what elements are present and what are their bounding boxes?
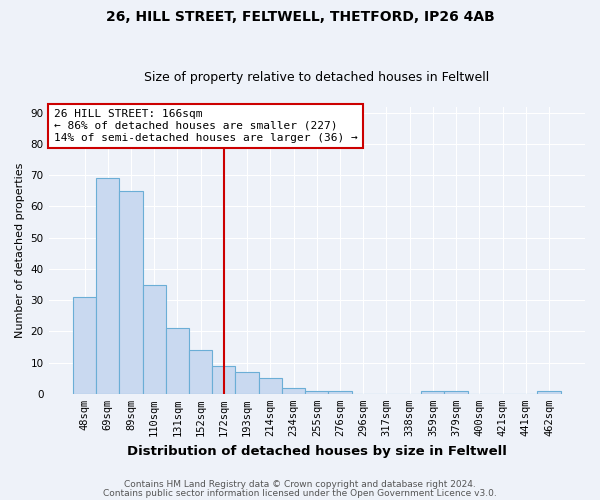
Bar <box>119 191 143 394</box>
Bar <box>445 390 468 394</box>
Bar <box>143 284 166 394</box>
Text: Contains HM Land Registry data © Crown copyright and database right 2024.: Contains HM Land Registry data © Crown c… <box>124 480 476 489</box>
Text: 26 HILL STREET: 166sqm
← 86% of detached houses are smaller (227)
14% of semi-de: 26 HILL STREET: 166sqm ← 86% of detached… <box>54 110 358 142</box>
Text: 26, HILL STREET, FELTWELL, THETFORD, IP26 4AB: 26, HILL STREET, FELTWELL, THETFORD, IP2… <box>106 10 494 24</box>
Bar <box>305 390 328 394</box>
Bar <box>259 378 282 394</box>
Bar <box>166 328 189 394</box>
Title: Size of property relative to detached houses in Feltwell: Size of property relative to detached ho… <box>144 72 490 85</box>
Bar <box>282 388 305 394</box>
Bar <box>189 350 212 394</box>
Bar <box>235 372 259 394</box>
Bar <box>73 297 96 394</box>
Bar <box>538 390 560 394</box>
X-axis label: Distribution of detached houses by size in Feltwell: Distribution of detached houses by size … <box>127 444 507 458</box>
Bar <box>212 366 235 394</box>
Text: Contains public sector information licensed under the Open Government Licence v3: Contains public sector information licen… <box>103 490 497 498</box>
Bar <box>96 178 119 394</box>
Bar <box>421 390 445 394</box>
Y-axis label: Number of detached properties: Number of detached properties <box>15 162 25 338</box>
Bar <box>328 390 352 394</box>
